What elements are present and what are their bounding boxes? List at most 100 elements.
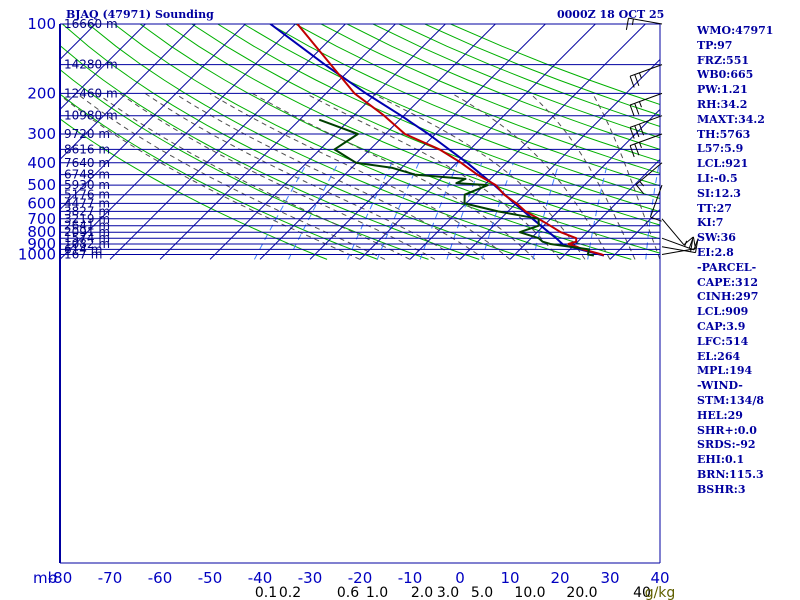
isotherm [409,24,647,260]
isotherm [459,58,660,260]
moist-adiabat [60,94,361,260]
index-item: RH:34.2 [697,97,748,111]
height-label: 4477 m [64,196,110,210]
wind-barb [649,184,663,222]
mixing-ratio-label: g/kg [645,585,676,600]
height-label: 2641 m [64,219,110,233]
moist-adiabat [591,93,660,260]
height-label: 614 m [64,242,102,256]
index-item: EI:2.8 [697,245,734,259]
pressure-label: 200 [27,84,56,102]
station-title: BJAQ (47971) Sounding [66,8,214,21]
moist-adiabat [529,93,636,260]
wind-barb [661,239,699,254]
wind-barb [629,133,663,158]
pressure-label: 600 [27,194,56,212]
mixing-ratio-line [419,162,459,260]
height-label: 9720 m [64,127,110,141]
index-item: WB0:665 [697,68,754,82]
index-item: LI:-0.5 [697,171,738,185]
isotherm [60,24,247,211]
mixing-ratio-label: 0.1 [255,585,277,600]
temperature-tick-label: -10 [398,569,423,587]
dry-adiabat [372,24,660,139]
isotherm [509,108,660,260]
plot-area [60,24,660,563]
wind-barb [629,92,663,117]
dry-adiabat [60,93,378,260]
index-item: FRZ:551 [697,53,750,67]
height-label: 1082 m [64,237,110,251]
wind-barb [661,218,694,246]
pressure-label: 800 [27,223,56,241]
mixing-ratio-line [587,162,609,260]
dry-adiabat [191,24,660,226]
isotherm [559,158,660,260]
dry-adiabat [217,24,660,213]
temperature-tick-label: -50 [198,569,223,587]
isotherm [60,24,297,260]
isotherm [60,24,197,161]
isotherm [0,2,18,260]
isotherm [60,24,97,61]
dry-adiabat [60,68,429,260]
height-label: 16660 m [64,17,118,31]
dewpoint-line [318,118,595,257]
temperature-tick-label: -40 [248,569,273,587]
moist-adiabat [144,92,461,260]
sounding-time: 0000Z 18 OCT 25 [557,8,665,21]
dry-adiabat [165,24,660,240]
height-label: 3219 m [64,212,110,226]
mixing-ratio-line [376,162,420,260]
index-item: MPL:194 [697,364,753,378]
moist-adiabat [209,92,511,260]
isotherm [259,24,497,260]
isotherm [109,24,347,260]
pressure-label: 300 [27,125,56,143]
index-item: MAXT:34.2 [697,112,765,126]
temperature-tick-label: -60 [148,569,173,587]
isotherm [359,24,597,260]
height-label: 14280 m [64,58,118,72]
wind-barb [629,115,663,139]
index-item: BSHR:3 [697,482,746,496]
height-label: 2091 m [64,225,110,239]
height-label: 12460 m [64,86,118,100]
height-label: 3827 m [64,204,110,218]
index-item: TH:5763 [697,127,751,141]
height-label: 5930 m [64,178,110,192]
dry-adiabat [269,24,660,187]
temperature-tick-label: 20 [550,569,569,587]
indices-panel: WMO:47971 TP:97 FRZ:551 WB0:665 PW:1.21 RH:34… [697,24,773,498]
dry-adiabat [398,24,660,127]
isotherm [309,24,547,260]
mixing-ratio-line [446,162,483,260]
index-item: WMO:47971 [697,24,774,37]
dry-adiabat [113,24,632,260]
mixing-ratio-line [532,162,560,260]
height-label: 1574 m [64,231,110,245]
isotherm [209,24,447,260]
wind-barb [661,236,699,251]
mixing-ratio-label: 20.0 [566,585,597,600]
dry-adiabat [87,24,581,260]
index-item: LFC:514 [697,334,749,348]
temperature-tick-label: -30 [298,569,323,587]
pressure-label: 1000 [18,246,56,264]
mixing-ratio-line [481,162,514,260]
temperature-tick-label: 30 [600,569,619,587]
temperature-tick-label: 10 [500,569,519,587]
moist-adiabat [76,93,386,260]
mixing-ratio-label: 0.2 [279,585,301,600]
mixing-ratio-label: 3.0 [437,585,459,600]
index-item: LCL:909 [697,305,749,319]
index-item: BRN:115.3 [697,467,764,481]
mixing-ratio-line [645,162,660,260]
index-item: CINH:297 [697,290,759,304]
index-item: LCL:921 [697,157,749,171]
height-label: 7640 m [64,156,110,170]
dry-adiabat [62,24,531,260]
isotherm [60,24,147,111]
moist-adiabat [252,92,536,260]
